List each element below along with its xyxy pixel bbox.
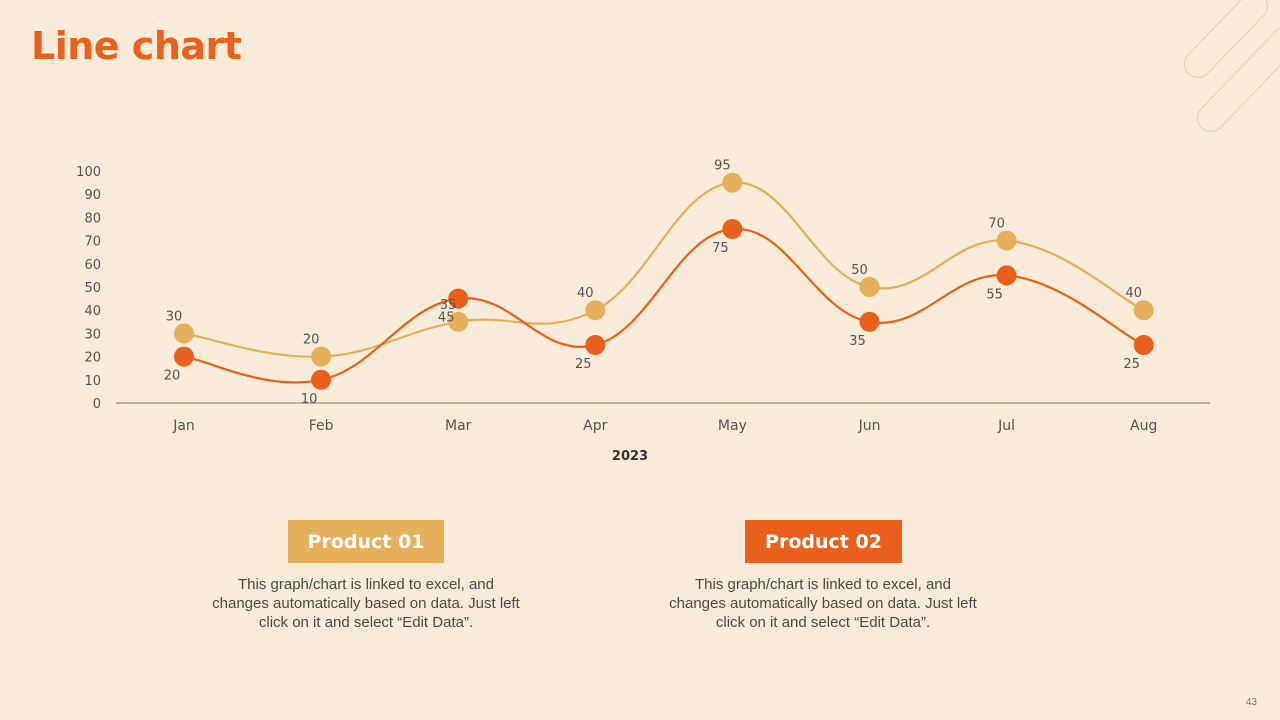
slide-title: Line chart <box>31 24 242 68</box>
series-2-point <box>996 265 1017 286</box>
series-1-point <box>448 311 469 332</box>
y-tick-label: 30 <box>84 327 101 342</box>
legend-product-02: Product 02 <box>745 520 902 563</box>
series-1-point <box>174 323 194 344</box>
x-tick-label: May <box>718 418 747 434</box>
y-tick-label: 40 <box>84 304 101 319</box>
x-tick-label: Mar <box>445 418 472 434</box>
series-2-data-label: 75 <box>712 241 729 256</box>
series-1-point <box>722 172 743 193</box>
series-2-point <box>722 219 743 239</box>
series-line-2 <box>183 227 1145 384</box>
y-tick-label: 10 <box>84 374 101 389</box>
series-1-point <box>585 300 606 321</box>
y-tick-label: 70 <box>84 235 101 250</box>
series-2-data-label: 45 <box>438 311 455 326</box>
series-2-point <box>311 369 332 390</box>
x-axis-title: 2023 <box>612 449 648 464</box>
series-2-point <box>585 335 606 355</box>
series-2-data-label: 25 <box>1123 357 1140 372</box>
series-2-data-label: 55 <box>986 287 1003 302</box>
y-tick-label: 50 <box>84 281 101 296</box>
y-tick-label: 90 <box>84 188 101 203</box>
series-1-data-label: 40 <box>1125 286 1142 301</box>
decorative-line <box>1185 0 1267 77</box>
series-1-data-label: 95 <box>714 159 731 174</box>
legend-product-02-description: This graph/chart is linked to excel, and… <box>669 576 977 631</box>
page-number: 43 <box>1245 697 1257 708</box>
legend-product-01: Product 01 <box>288 520 444 563</box>
series-1-data-label: 40 <box>577 286 594 301</box>
series-2-point <box>174 346 194 367</box>
series-1-data-label: 50 <box>851 263 868 278</box>
x-tick-label: Jun <box>858 418 881 434</box>
series-2-point <box>859 311 880 332</box>
series-1-data-label: 70 <box>988 217 1005 232</box>
y-tick-label: 20 <box>84 351 101 366</box>
series-2-data-label: 20 <box>164 369 181 384</box>
y-tick-label: 100 <box>76 165 101 180</box>
series-1-point <box>996 230 1017 251</box>
x-tick-label: Feb <box>309 418 334 434</box>
series-1-data-label: 20 <box>303 333 320 348</box>
x-tick-label: Jul <box>997 418 1015 434</box>
series-2-data-label: 35 <box>849 334 866 349</box>
x-tick-label: Jan <box>172 418 195 434</box>
series-2-point <box>448 288 469 309</box>
legend-product-01-description: This graph/chart is linked to excel, and… <box>212 576 520 631</box>
x-tick-label: Apr <box>583 418 607 434</box>
y-tick-label: 0 <box>93 397 101 412</box>
series-1-data-label: 35 <box>440 298 457 313</box>
series-1-point <box>311 346 332 367</box>
y-tick-label: 60 <box>84 258 101 273</box>
series-1-point <box>859 277 880 297</box>
series-line-1 <box>183 181 1145 358</box>
series-1-point <box>1133 300 1154 321</box>
series-2-data-label: 10 <box>301 392 318 407</box>
series-2-point <box>1133 335 1154 355</box>
series-1-data-label: 30 <box>166 309 183 324</box>
x-tick-label: Aug <box>1130 418 1157 434</box>
decorative-line <box>1198 28 1280 131</box>
series-2-data-label: 25 <box>575 357 592 372</box>
y-tick-label: 80 <box>84 211 101 226</box>
